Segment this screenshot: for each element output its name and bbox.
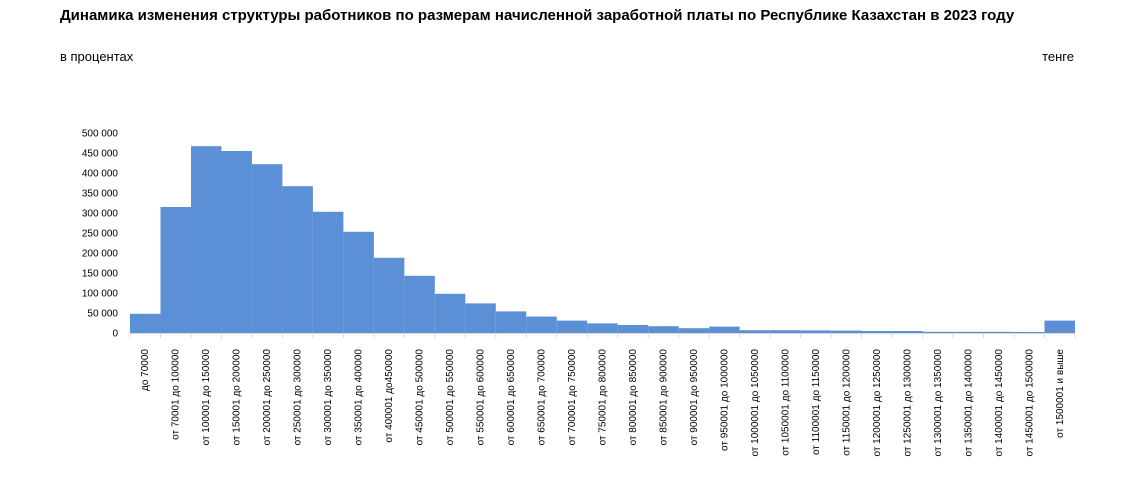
x-tick-label: от 70001 до 100000 (171, 349, 182, 440)
x-tick-label: от 800001 до 850000 (628, 349, 639, 446)
bar-25 (892, 331, 923, 333)
bar-9 (404, 275, 435, 333)
y-tick-label: 400 000 (82, 169, 119, 180)
bar-27 (953, 331, 984, 333)
x-tick-label: от 1250001 до 1300000 (902, 349, 913, 457)
bar-11 (465, 303, 496, 333)
x-tick-label: от 650001 до 700000 (537, 349, 548, 446)
x-tick-label: от 400001 до450000 (384, 349, 395, 443)
bar-24 (861, 331, 893, 333)
bar-0 (130, 313, 161, 333)
y-tick-label: 200 000 (82, 249, 119, 260)
x-tick-label: от 100001 до 150000 (201, 349, 212, 446)
x-tick-label: от 1300001 до 1350000 (933, 349, 944, 457)
bar-18 (678, 328, 710, 333)
bar-5 (282, 186, 313, 333)
bar-20 (739, 330, 771, 333)
bar-29 (1014, 332, 1045, 333)
y-tick-label: 450 000 (82, 149, 119, 160)
x-tick-label: от 850001 до 900000 (658, 349, 669, 446)
bar-22 (800, 330, 832, 333)
y-tick-label: 50 000 (87, 309, 118, 320)
y-tick-labels: 0 50 000 100 000 150 000 200 000 250 000 300 0… (82, 129, 119, 340)
bar-21 (770, 330, 801, 333)
bar-1 (160, 207, 191, 333)
x-tick-label: от 1150001 до 1200000 (841, 349, 852, 456)
y-tick-label: 0 (112, 329, 118, 340)
bar-23 (831, 330, 862, 333)
unit-label-left: в процентах (60, 49, 134, 64)
x-tick-label: до 70000 (140, 349, 151, 391)
bar-13 (526, 316, 557, 333)
x-tick-label: от 500001 до 550000 (445, 349, 456, 446)
bar-2 (190, 146, 222, 333)
bar-14 (556, 320, 588, 333)
x-tick-label: от 150001 до 200000 (232, 349, 243, 446)
y-tick-label: 100 000 (82, 289, 119, 300)
bar-7 (343, 231, 374, 333)
x-tick-labels: до 70000 от 70001 до 100000 от 100001 до 1… (140, 349, 1066, 457)
x-tick-label: от 700001 до 750000 (567, 349, 578, 446)
x-tick-label: от 350001 до 400000 (354, 349, 365, 446)
chart-title: Динамика изменения структуры работников … (60, 7, 1015, 24)
y-tick-label: 300 000 (82, 209, 119, 220)
x-tick-label: от 450001 до 500000 (415, 349, 426, 446)
x-tick-label: от 250001 до 300000 (293, 349, 304, 446)
x-tick-label: от 600001 до 650000 (506, 349, 517, 446)
x-tick-label: от 300001 до 350000 (323, 349, 334, 446)
bar-8 (373, 257, 405, 333)
x-tick-label: от 1400001 до 1450000 (994, 349, 1005, 457)
x-tick-label: от 900001 до 950000 (689, 349, 700, 446)
bar-3 (221, 151, 252, 333)
x-tick-label: от 1100001 до 1150000 (811, 349, 822, 455)
y-tick-label: 150 000 (82, 269, 119, 280)
x-tick-label: от 1500001 и выше (1055, 349, 1066, 438)
y-tick-label: 500 000 (82, 129, 119, 140)
x-tick-label: от 1050001 до 1100000 (780, 349, 791, 456)
bar-16 (617, 325, 649, 333)
bar-4 (251, 164, 283, 333)
y-tick-label: 250 000 (82, 229, 119, 240)
x-tick-label: от 1200001 до 1250000 (872, 349, 883, 457)
bar-26 (922, 331, 954, 333)
x-tick-label: от 1450001 до 1500000 (1024, 349, 1035, 457)
bar-28 (983, 331, 1015, 333)
x-tick-label: от 1350001 до 1400000 (963, 349, 974, 457)
bar-30 (1044, 320, 1075, 333)
bars-group (130, 146, 1075, 333)
bar-15 (587, 323, 618, 333)
bar-19 (709, 326, 740, 333)
bar-6 (312, 211, 344, 333)
y-tick-label: 350 000 (82, 189, 119, 200)
bar-10 (434, 293, 466, 333)
x-tick-label: от 200001 до 250000 (262, 349, 273, 446)
x-tick-label: от 950001 до 1000000 (719, 349, 730, 451)
x-tick-label: от 1000001 до 1050000 (750, 349, 761, 457)
bar-17 (648, 326, 679, 333)
unit-label-right: тенге (1042, 49, 1074, 64)
x-tick-label: от 550001 до 600000 (476, 349, 487, 446)
axes-group (129, 333, 1076, 338)
x-tick-label: от 750001 до 800000 (598, 349, 609, 446)
bar-12 (495, 311, 527, 333)
